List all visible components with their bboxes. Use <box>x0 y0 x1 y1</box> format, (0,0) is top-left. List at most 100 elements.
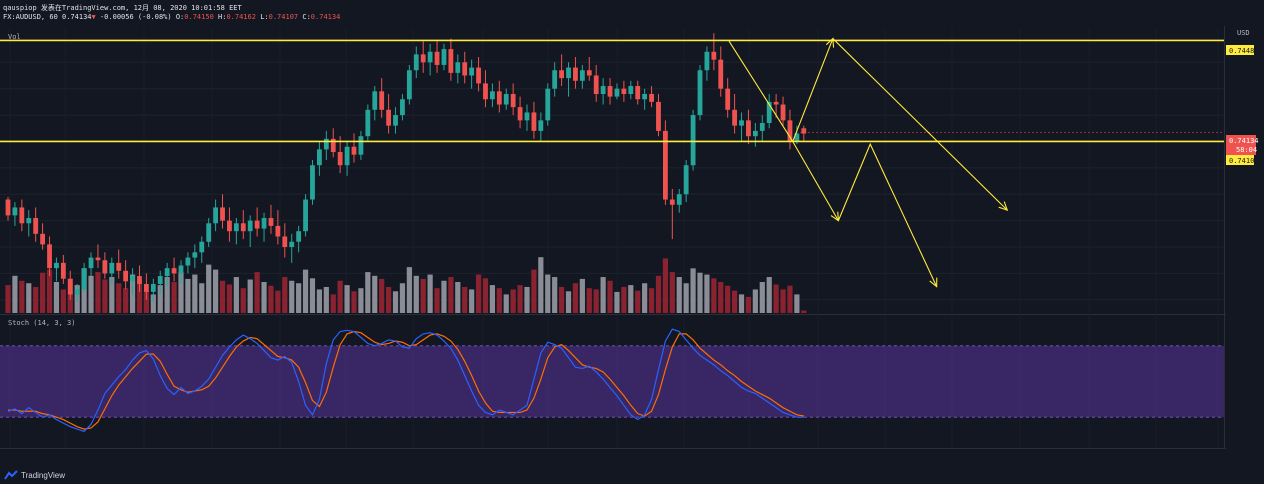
candle <box>441 43 447 71</box>
candle <box>600 78 606 105</box>
candle-body <box>420 54 426 63</box>
volume-bar <box>5 285 11 313</box>
candle-body <box>593 75 599 94</box>
resistance-price-tag: 0.74483 <box>1226 45 1259 55</box>
candle-body <box>275 225 281 237</box>
projection-arrows[interactable] <box>728 37 1009 288</box>
volume-bar <box>309 278 316 313</box>
candle <box>690 109 696 171</box>
candle <box>137 265 142 292</box>
volume-bar <box>413 275 419 313</box>
candle <box>566 62 571 97</box>
candle-body <box>317 149 322 166</box>
candle-body <box>711 51 717 60</box>
candle-body <box>386 109 391 126</box>
candle-body <box>801 128 807 134</box>
candle-body <box>330 138 336 153</box>
candle-body <box>109 262 115 274</box>
candle-body <box>434 51 440 65</box>
candle <box>663 120 668 205</box>
volume-bar <box>462 286 468 313</box>
close-label: C: <box>302 13 311 21</box>
volume-bar <box>116 283 122 313</box>
resistance-tag-text: 0.74483 <box>1229 47 1259 55</box>
candle-body <box>192 252 198 258</box>
candle-body <box>697 70 703 116</box>
open-value: 0.74150 <box>184 13 214 21</box>
candle <box>621 80 627 102</box>
candle-body <box>60 262 66 279</box>
volume-bar <box>351 291 357 313</box>
candle <box>303 194 308 237</box>
candle <box>358 130 364 160</box>
tradingview-footer[interactable]: TradingView <box>4 469 65 481</box>
last-tag-text: 0.74134 <box>1229 137 1259 145</box>
candlestick-series <box>5 33 807 303</box>
projection-arrow-down-2-path <box>837 142 938 287</box>
candle-body <box>649 93 654 102</box>
volume-bar <box>607 280 613 313</box>
volume-bar <box>386 286 392 313</box>
volume-bar <box>725 285 731 313</box>
candle <box>517 96 523 129</box>
volume-bar <box>489 285 495 313</box>
candle-body <box>337 152 343 166</box>
volume-bar <box>26 283 32 313</box>
candle-body <box>531 112 537 131</box>
volume-bar <box>579 278 585 313</box>
candle <box>746 109 751 145</box>
volume-bar <box>219 280 226 313</box>
candle-body <box>483 83 488 100</box>
candle-body <box>746 120 751 137</box>
candle <box>628 80 634 100</box>
candle <box>164 262 170 287</box>
volume-bar <box>178 272 184 313</box>
candle <box>573 57 578 89</box>
candle-body <box>150 283 156 292</box>
candle-body <box>559 70 564 79</box>
volume-bar <box>289 280 295 313</box>
volume-bar <box>655 275 662 313</box>
candle <box>593 64 599 102</box>
candle <box>759 115 765 142</box>
candle-body <box>566 67 571 79</box>
horizontal-levels[interactable] <box>0 39 1224 143</box>
candle <box>669 188 675 240</box>
volume-bar <box>745 296 752 313</box>
grid-lines <box>0 26 1226 449</box>
candle <box>711 33 717 71</box>
low-label: L: <box>260 13 269 21</box>
candle <box>552 62 558 97</box>
candle-body <box>81 268 87 290</box>
volume-bar <box>46 269 53 313</box>
candle <box>413 46 419 79</box>
stochastic-pane <box>0 328 1224 433</box>
candle-body <box>510 93 516 108</box>
candle <box>427 43 433 76</box>
candle-body <box>400 99 405 116</box>
candle <box>254 207 260 237</box>
candle <box>130 268 135 295</box>
volume-bar <box>12 275 18 313</box>
volume-bar <box>109 277 115 313</box>
volume-bar <box>538 257 544 313</box>
volume-bar <box>206 264 212 313</box>
candle <box>372 86 378 121</box>
brand-text: TradingView <box>21 470 66 480</box>
support-tag-text: 0.74100 <box>1229 157 1259 165</box>
candle <box>379 78 385 118</box>
volume-bar <box>302 269 309 313</box>
candle <box>19 199 25 232</box>
candle <box>247 215 253 248</box>
volume-bar <box>642 283 648 313</box>
candle <box>676 188 682 213</box>
candle-body <box>773 101 779 105</box>
candle <box>67 270 73 300</box>
volume-bar <box>593 289 599 313</box>
candle-body <box>310 165 315 200</box>
candle-body <box>413 54 419 71</box>
volume-bar <box>697 272 703 313</box>
candle-body <box>455 62 461 73</box>
